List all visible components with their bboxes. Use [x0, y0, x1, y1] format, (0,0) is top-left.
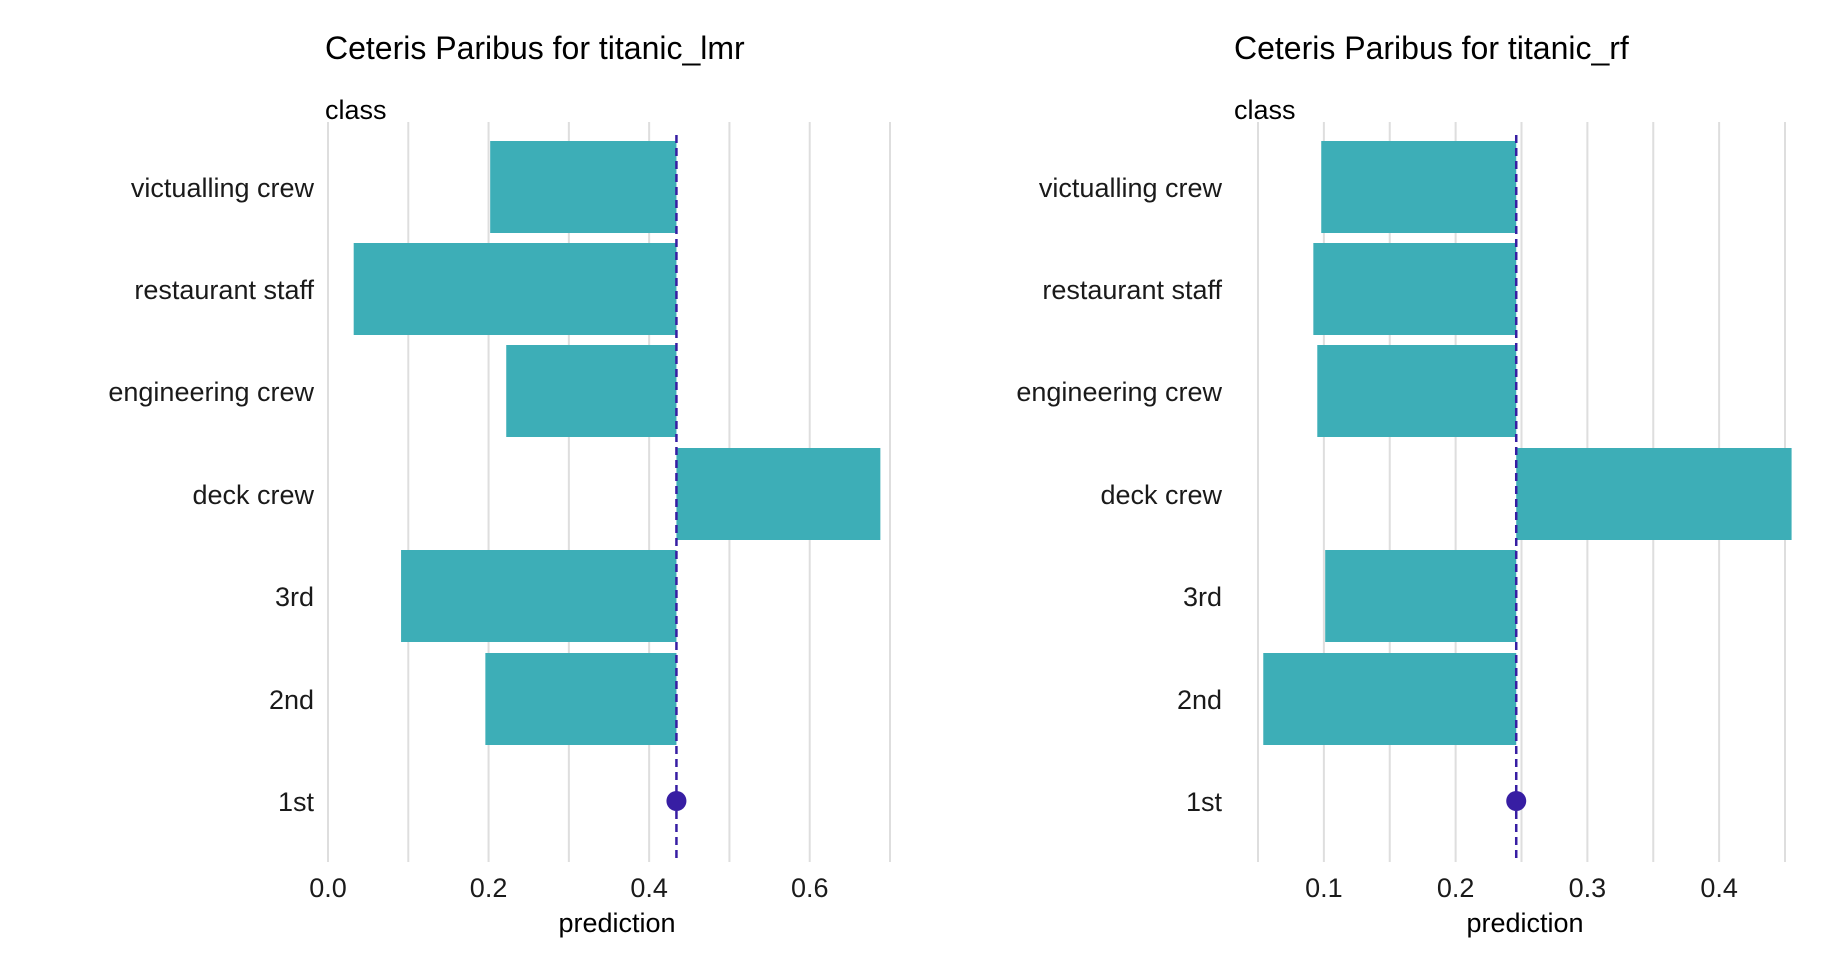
- category-label: deck crew: [1100, 480, 1222, 510]
- x-tick-label: 0.1: [1305, 873, 1343, 903]
- category-label: 3rd: [1183, 582, 1222, 612]
- category-label: 1st: [1186, 787, 1223, 817]
- bar-restaurant-staff: [1313, 243, 1517, 335]
- bar-engineering-crew: [1317, 345, 1517, 437]
- bar-3rd: [1325, 550, 1517, 642]
- bar-restaurant-staff: [353, 243, 677, 335]
- category-label: 2nd: [269, 685, 314, 715]
- bar-2nd: [485, 653, 677, 745]
- category-label: restaurant staff: [134, 275, 314, 305]
- x-tick-label: 0.2: [470, 873, 508, 903]
- bar-engineering-crew: [506, 345, 677, 437]
- category-label: engineering crew: [1016, 377, 1222, 407]
- x-tick-label: 0.4: [1700, 873, 1738, 903]
- x-axis-label: prediction: [1466, 908, 1583, 938]
- x-tick-label: 0.4: [630, 873, 668, 903]
- category-label: 2nd: [1177, 685, 1222, 715]
- category-label: restaurant staff: [1042, 275, 1222, 305]
- x-tick-label: 0.3: [1569, 873, 1607, 903]
- bar-2nd: [1263, 653, 1517, 745]
- x-tick-label: 0.6: [791, 873, 829, 903]
- category-label: deck crew: [192, 480, 314, 510]
- facet-label: class: [325, 95, 387, 125]
- observation-point: [666, 791, 687, 811]
- category-label: victualling crew: [1039, 173, 1223, 203]
- observation-point: [1506, 791, 1527, 811]
- panel-lmr: Ceteris Paribus for titanic_lmr class pr…: [108, 30, 881, 938]
- bar-victualling-crew: [490, 141, 677, 233]
- x-axis-label: prediction: [558, 908, 675, 938]
- x-tick-label: 0.0: [309, 873, 347, 903]
- category-label: 3rd: [275, 582, 314, 612]
- x-tick-label: 0.2: [1437, 873, 1475, 903]
- category-label: engineering crew: [108, 377, 314, 407]
- bar-deck-crew: [1516, 448, 1792, 540]
- bar-deck-crew: [676, 448, 881, 540]
- bar-victualling-crew: [1321, 141, 1517, 233]
- category-label: 1st: [278, 787, 315, 817]
- chart-title: Ceteris Paribus for titanic_lmr: [325, 30, 745, 66]
- panel-rf: Ceteris Paribus for titanic_rf class pre…: [1016, 30, 1792, 938]
- facet-label: class: [1234, 95, 1296, 125]
- category-label: victualling crew: [131, 173, 315, 203]
- bar-3rd: [401, 550, 677, 642]
- chart-title: Ceteris Paribus for titanic_rf: [1234, 30, 1629, 66]
